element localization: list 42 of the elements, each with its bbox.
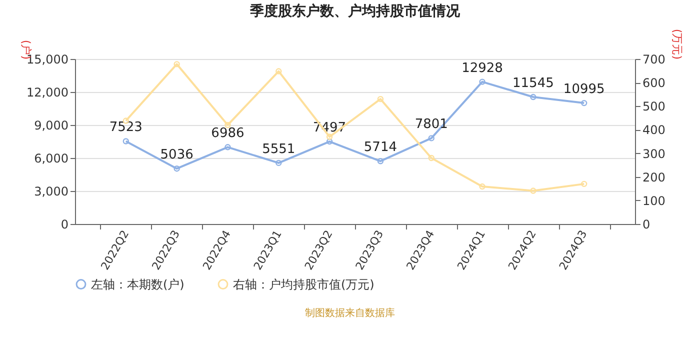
y2-tick-label: 0 (642, 218, 650, 232)
data-label: 5036 (160, 148, 194, 163)
data-label: 12928 (462, 60, 503, 76)
text: 制图数据来自数据库 (304, 306, 396, 320)
point (276, 68, 282, 74)
chart-title: 季度股东户数、户均持股市值情况 (249, 2, 461, 20)
data-label: 11545 (512, 76, 554, 92)
data-label: 5714 (364, 140, 397, 156)
point (428, 154, 434, 162)
data-label: 5551 (262, 142, 296, 157)
point (224, 144, 231, 150)
point (479, 183, 486, 190)
data-label: 10995 (563, 82, 605, 98)
y2-tick-label: 300 (642, 146, 666, 161)
data-label: 7523 (109, 120, 142, 136)
y2-tick-label: 700 (642, 52, 666, 66)
y2-tick-label: 400 (642, 123, 666, 138)
point (479, 78, 486, 85)
y2-tick-label: 100 (642, 194, 666, 208)
y2-axis-title: (万元) (670, 28, 684, 60)
y-tick-label: 9,000 (34, 118, 68, 132)
point (174, 166, 180, 172)
point (530, 94, 536, 100)
point (326, 134, 333, 140)
y2-tick-label: 500 (642, 100, 666, 114)
y-tick-label: 3,000 (34, 184, 68, 198)
point (276, 160, 282, 166)
data-label: 7801 (414, 117, 448, 132)
y2-tick-label: 200 (642, 170, 666, 184)
point (377, 158, 384, 164)
point (428, 135, 434, 142)
legend-label: 左轴：本期数(户) (91, 277, 184, 292)
y-tick-label: 12,000 (26, 86, 68, 100)
legend-label: 右轴：户均持股市值(万元) (233, 277, 374, 292)
data-label: 6986 (211, 126, 244, 142)
point (377, 96, 384, 102)
point (530, 188, 536, 194)
y-tick-label: 0 (60, 218, 68, 232)
y2-tick-label: 600 (642, 76, 666, 90)
y-tick-label: 6,000 (34, 152, 68, 166)
point (326, 138, 333, 145)
point (174, 61, 180, 68)
